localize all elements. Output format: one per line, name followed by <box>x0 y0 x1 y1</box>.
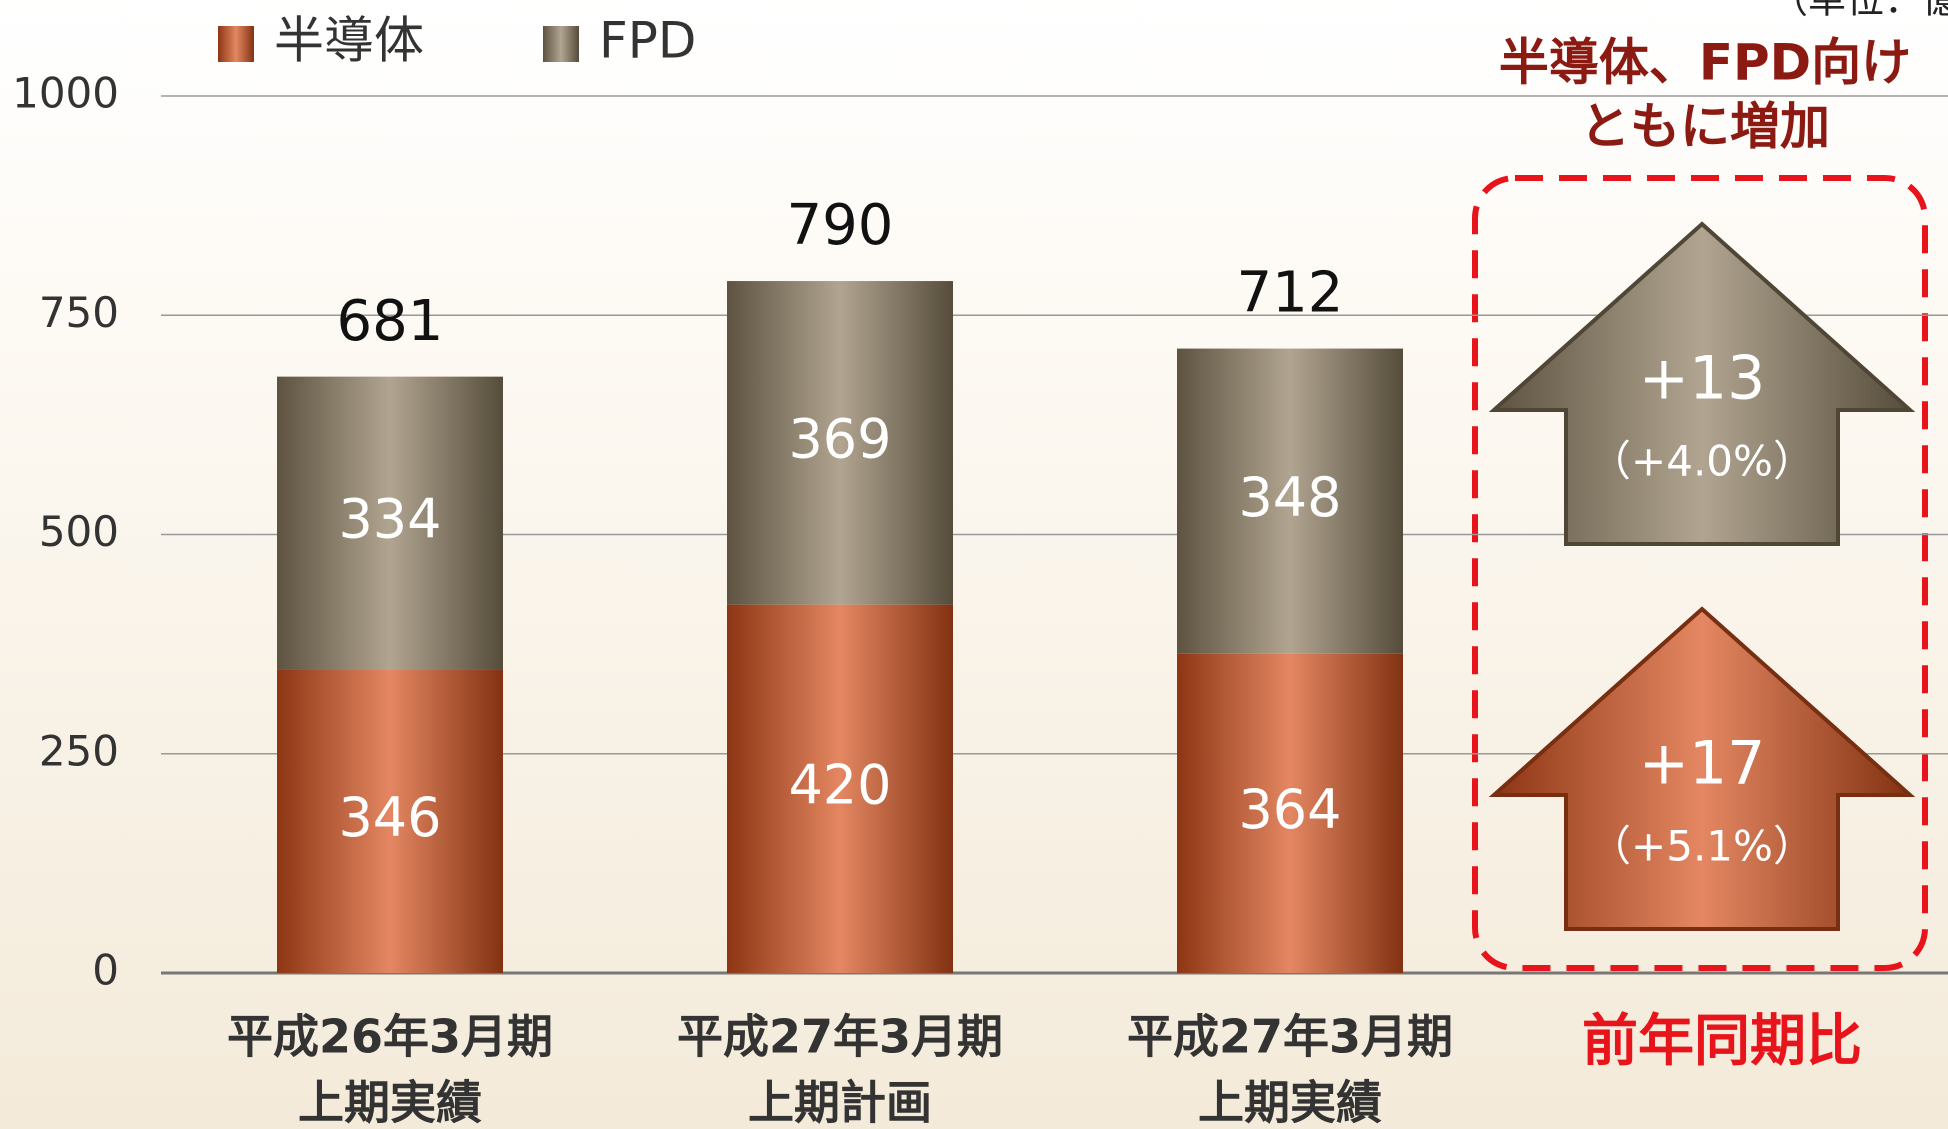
x-tick-label: 上期実績 <box>1198 1076 1382 1129</box>
x-tick-label: 上期実績 <box>298 1076 482 1129</box>
legend-label: FPD <box>599 12 696 70</box>
change-percent: （+4.0%） <box>1589 437 1815 486</box>
headline: ともに増加 <box>1580 98 1830 156</box>
x-tick-label: 上期計画 <box>748 1076 932 1129</box>
total-label: 790 <box>787 193 894 258</box>
bar-value-label: 369 <box>788 407 891 470</box>
bar-value-label: 348 <box>1238 466 1341 529</box>
y-tick-label: 0 <box>92 946 119 995</box>
y-tick-label: 500 <box>39 507 119 556</box>
y-tick-label: 250 <box>39 726 119 775</box>
comparison-caption: 前年同期比 <box>1582 1009 1862 1074</box>
headline: 半導体、FPD向け <box>1499 34 1911 92</box>
change-value: +17 <box>1639 729 1766 799</box>
x-tick-label: 平成27年3月期 <box>677 1010 1003 1064</box>
bar-value-label: 420 <box>788 753 891 816</box>
y-tick-label: 1000 <box>12 69 119 118</box>
unit-note: （単位：億円） <box>1770 0 1948 22</box>
change-percent: （+5.1%） <box>1589 822 1815 871</box>
legend-swatch <box>218 26 254 62</box>
bar-value-label: 334 <box>338 488 441 551</box>
total-label: 681 <box>337 289 444 354</box>
bar-value-label: 364 <box>1238 778 1341 841</box>
x-tick-label: 平成27年3月期 <box>1127 1010 1453 1064</box>
legend-swatch <box>543 26 579 62</box>
x-tick-label: 平成26年3月期 <box>227 1010 553 1064</box>
legend-label: 半導体 <box>274 12 424 70</box>
total-label: 712 <box>1237 261 1344 326</box>
chart: （単位：億円） 0 250 500 750 1000 半導体 FPD 346 334 681 平成26… <box>0 0 1948 1129</box>
page: （単位：億円） 0 250 500 750 1000 半導体 FPD 346 334 681 平成26… <box>0 0 1948 1129</box>
bar-value-label: 346 <box>338 786 441 849</box>
change-value: +13 <box>1639 344 1766 414</box>
y-tick-label: 750 <box>39 288 119 337</box>
